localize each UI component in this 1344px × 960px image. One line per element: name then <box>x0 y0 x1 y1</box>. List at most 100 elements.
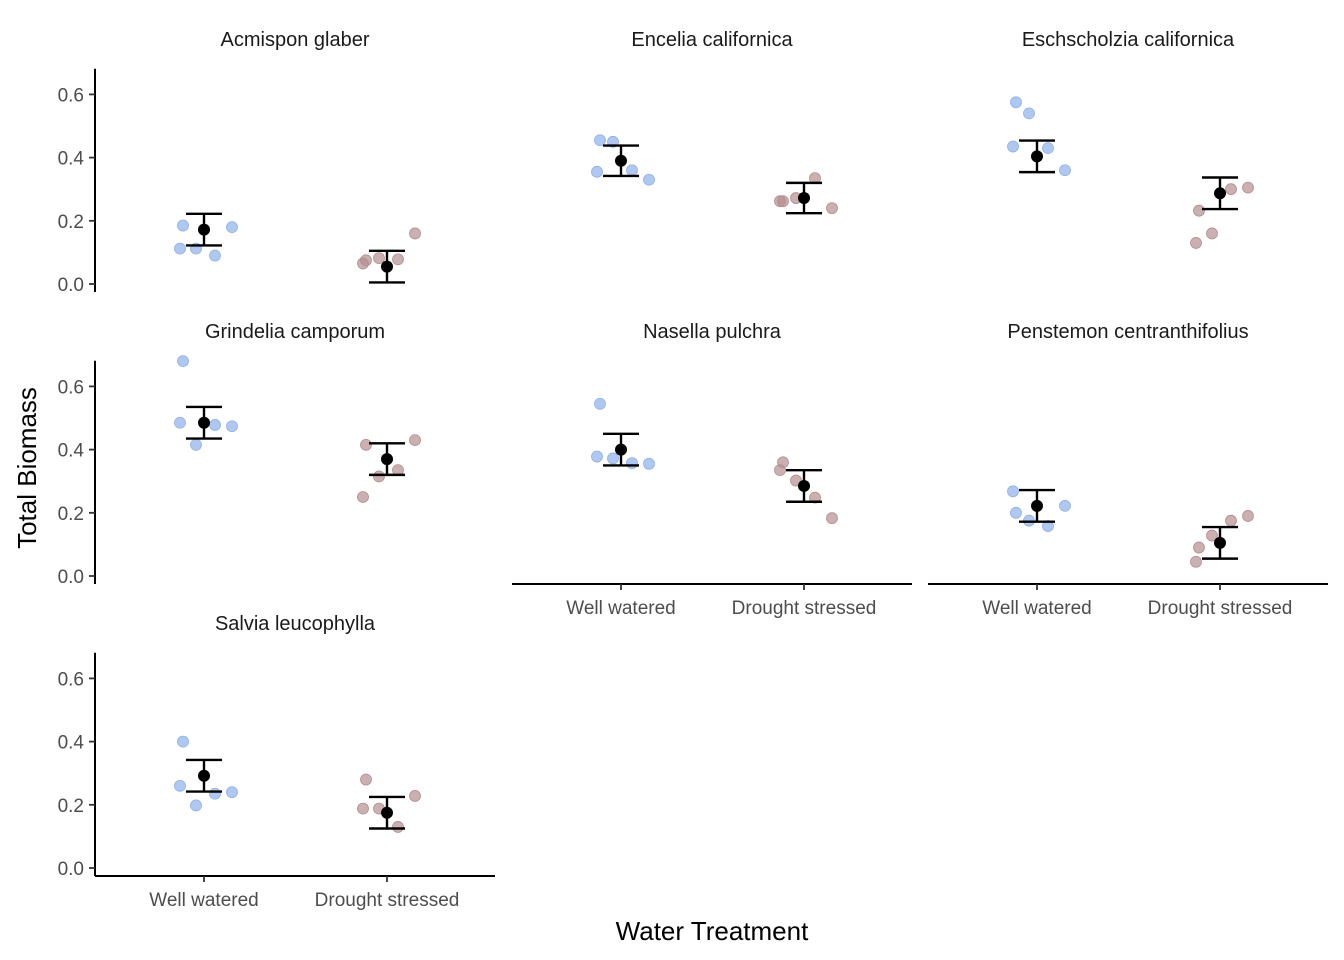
y-tick-label: 0.2 <box>58 504 84 525</box>
panel-title: Encelia californica <box>631 29 793 51</box>
y-tick-label: 0.6 <box>58 669 84 690</box>
point-well-watered <box>594 397 606 410</box>
panel-2: Eschscholzia californica <box>1007 29 1254 249</box>
x-axis-title: Water Treatment <box>616 916 809 946</box>
point-well-watered <box>177 219 189 232</box>
x-tick-label: Drought stressed <box>1148 598 1293 619</box>
point-drought-stressed <box>1242 181 1254 194</box>
x-tick-label: Well watered <box>149 890 258 911</box>
point-well-watered <box>1007 140 1019 153</box>
y-tick-label: 0.2 <box>58 212 84 233</box>
panel-5: Penstemon centranthifolius Well watered Dr… <box>928 321 1328 619</box>
point-well-watered <box>209 787 221 800</box>
point-drought-stressed <box>1206 227 1218 240</box>
point-drought-stressed <box>1206 529 1218 542</box>
point-well-watered <box>209 249 221 262</box>
y-tick-label: 0.0 <box>58 859 84 880</box>
point-well-watered <box>607 452 619 465</box>
mean-point <box>198 416 210 429</box>
point-well-watered <box>643 457 655 470</box>
point-drought-stressed <box>1193 541 1205 554</box>
point-drought-stressed <box>826 512 838 525</box>
panel-title: Nasella pulchra <box>643 321 782 343</box>
y-tick-label: 0.6 <box>58 85 84 106</box>
point-well-watered <box>626 457 638 470</box>
point-well-watered <box>1007 485 1019 498</box>
mean-point <box>381 806 393 819</box>
point-drought-stressed <box>392 253 404 266</box>
x-tick-label: Well watered <box>566 598 675 619</box>
point-drought-stressed <box>1190 237 1202 249</box>
mean-point <box>615 443 627 456</box>
point-drought-stressed <box>409 790 421 802</box>
mean-point <box>1031 499 1043 512</box>
point-well-watered <box>190 799 202 812</box>
x-tick-label: Drought stressed <box>315 890 460 911</box>
point-well-watered <box>1059 499 1071 512</box>
point-well-watered <box>626 164 638 177</box>
point-well-watered <box>226 221 238 234</box>
point-well-watered <box>591 165 603 178</box>
panel-3: Grindelia camporum 0.0 0.2 0.4 0.6 <box>58 321 421 588</box>
point-well-watered <box>226 420 238 433</box>
point-well-watered <box>174 416 186 429</box>
panel-title: Penstemon centranthifolius <box>1007 321 1248 343</box>
panel-1: Encelia californica <box>591 29 838 215</box>
point-well-watered <box>1042 142 1054 155</box>
point-drought-stressed <box>409 227 421 240</box>
point-drought-stressed <box>777 456 789 469</box>
y-tick-label: 0.0 <box>58 567 84 588</box>
point-drought-stressed <box>1242 510 1254 522</box>
point-drought-stressed <box>1190 555 1202 568</box>
mean-point <box>381 453 393 466</box>
point-well-watered <box>594 134 606 147</box>
point-drought-stressed <box>1225 514 1237 527</box>
y-tick-label: 0.2 <box>58 796 84 817</box>
point-drought-stressed <box>392 821 404 833</box>
point-drought-stressed <box>809 491 821 504</box>
point-well-watered <box>643 173 655 186</box>
mean-point <box>198 769 210 782</box>
mean-point <box>1214 187 1226 200</box>
y-tick-label: 0.0 <box>58 275 84 296</box>
point-well-watered <box>190 438 202 451</box>
point-drought-stressed <box>409 434 421 447</box>
point-drought-stressed <box>373 252 385 264</box>
panel-title: Acmispon glaber <box>221 29 370 51</box>
panel-title: Eschscholzia californica <box>1022 29 1235 51</box>
point-well-watered <box>1010 96 1022 109</box>
point-drought-stressed <box>373 470 385 483</box>
point-well-watered <box>177 355 189 368</box>
y-tick-label: 0.6 <box>58 377 84 398</box>
mean-point <box>198 223 210 236</box>
mean-point <box>798 192 810 205</box>
point-drought-stressed <box>360 773 372 786</box>
point-drought-stressed <box>360 438 372 451</box>
point-drought-stressed <box>1193 204 1205 217</box>
panel-4: Nasella pulchra Well watered Drought stres… <box>512 321 912 619</box>
point-well-watered <box>177 735 189 748</box>
mean-point <box>381 260 393 273</box>
point-drought-stressed <box>777 195 789 208</box>
point-well-watered <box>174 242 186 255</box>
panel-6: Salvia leucophylla 0.0 0.2 0.4 0.6 Well water… <box>58 613 495 911</box>
y-axis-title: Total Biomass <box>12 387 42 549</box>
point-well-watered <box>1010 506 1022 519</box>
point-well-watered <box>1023 107 1035 120</box>
point-drought-stressed <box>1225 183 1237 196</box>
mean-point <box>1214 536 1226 549</box>
x-tick-label: Well watered <box>982 598 1091 619</box>
point-drought-stressed <box>360 254 372 267</box>
panel-title: Grindelia camporum <box>205 321 385 343</box>
point-well-watered <box>174 779 186 792</box>
panel-title: Salvia leucophylla <box>215 613 376 635</box>
point-drought-stressed <box>357 491 369 503</box>
panel-0: Acmispon glaber 0.0 0.2 0.4 0.6 <box>58 29 421 296</box>
y-tick-label: 0.4 <box>58 149 85 170</box>
y-tick-label: 0.4 <box>58 733 85 754</box>
y-tick-label: 0.4 <box>58 441 85 462</box>
point-well-watered <box>226 786 238 799</box>
point-well-watered <box>209 419 221 431</box>
point-well-watered <box>591 450 603 463</box>
